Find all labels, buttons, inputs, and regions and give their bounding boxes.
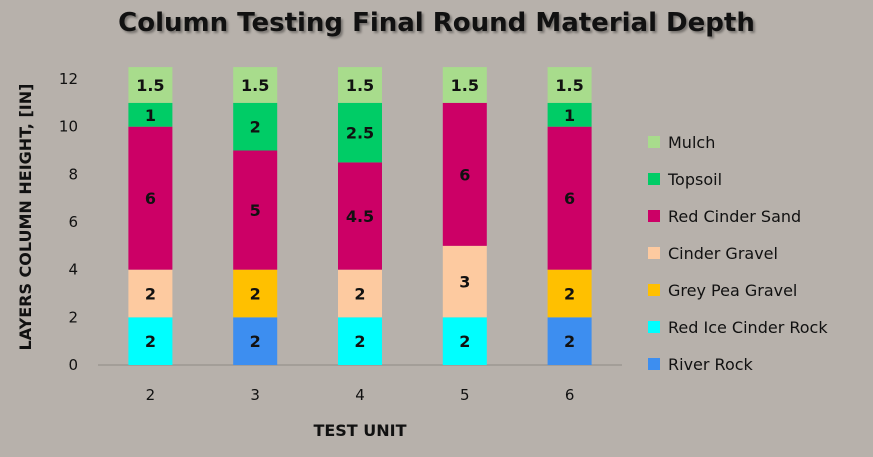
data-label: 6: [564, 189, 575, 208]
y-tick-label: 4: [68, 261, 78, 279]
data-label: 6: [459, 165, 470, 184]
data-label: 5: [250, 201, 261, 220]
bar-segment: [547, 269, 592, 318]
data-label: 1.5: [451, 76, 479, 95]
data-label: 2: [145, 332, 156, 351]
data-label: 6: [145, 189, 156, 208]
legend-swatch: [648, 210, 660, 222]
bar-segment: [128, 269, 173, 318]
data-label: 2: [250, 118, 261, 137]
bar-segment: [338, 162, 382, 270]
legend-label: Topsoil: [667, 170, 722, 189]
legend-label: Cinder Gravel: [668, 244, 778, 263]
bar-segment: [547, 67, 592, 103]
legend-swatch: [648, 358, 660, 370]
bar-segment: [128, 67, 173, 103]
y-tick-label: 0: [68, 356, 78, 374]
data-label: 2: [354, 285, 365, 304]
data-label: 2.5: [346, 124, 374, 143]
bar-segment: [547, 102, 592, 127]
data-label: 4.5: [346, 207, 374, 226]
x-axis-title: TEST UNIT: [313, 421, 406, 440]
data-label: 2: [250, 285, 261, 304]
y-tick-label: 12: [59, 70, 78, 88]
data-label: 2: [564, 332, 575, 351]
chart-title: Column Testing Final Round Material Dept…: [118, 8, 755, 38]
legend-label: Mulch: [668, 133, 715, 152]
bar-segment: [128, 102, 173, 127]
y-tick-label: 8: [68, 165, 78, 183]
data-label: 1.5: [241, 76, 269, 95]
x-tick-label: 2: [146, 386, 156, 404]
legend-label: Grey Pea Gravel: [668, 281, 797, 300]
bar-segment: [233, 67, 278, 103]
bar-segment: [233, 269, 278, 318]
bar-segment: [338, 317, 382, 365]
bar-segment: [442, 67, 487, 103]
bar-segment: [442, 102, 487, 246]
legend-swatch: [648, 247, 660, 259]
x-tick-label: 4: [355, 386, 365, 404]
y-tick-label: 2: [68, 308, 78, 326]
data-label: 2: [564, 285, 575, 304]
bar-segment: [547, 317, 592, 365]
bar-segment: [338, 67, 382, 103]
bar-segment: [233, 102, 278, 151]
bar-segment: [442, 317, 487, 365]
data-label: 1: [564, 106, 575, 125]
y-tick-label: 6: [68, 213, 78, 231]
legend-swatch: [648, 284, 660, 296]
legend-swatch: [648, 173, 660, 185]
data-label: 1.5: [555, 76, 583, 95]
data-label: 1: [145, 106, 156, 125]
x-tick-label: 3: [250, 386, 260, 404]
bar-segment: [233, 317, 278, 365]
bar-segment: [233, 150, 278, 270]
bar-segment: [128, 317, 173, 365]
data-label: 3: [459, 273, 470, 292]
data-label: 2: [250, 332, 261, 351]
legend-label: River Rock: [668, 355, 754, 374]
data-label: 2: [145, 285, 156, 304]
legend-swatch: [648, 136, 660, 148]
data-label: 2: [354, 332, 365, 351]
x-tick-label: 6: [565, 386, 575, 404]
data-label: 2: [459, 332, 470, 351]
bar-segment: [128, 126, 173, 270]
y-axis-title: LAYERS COLUMN HEIGHT, [IN]: [16, 84, 35, 351]
y-tick-label: 10: [59, 118, 78, 136]
bar-segment: [338, 269, 382, 318]
bar-segment: [547, 126, 592, 270]
bar-segment: [442, 245, 487, 318]
data-label: 1.5: [136, 76, 164, 95]
data-label: 1.5: [346, 76, 374, 95]
x-tick-label: 5: [460, 386, 470, 404]
legend-label: Red Ice Cinder Rock: [668, 318, 828, 337]
legend-swatch: [648, 321, 660, 333]
legend-label: Red Cinder Sand: [668, 207, 801, 226]
bar-segment: [338, 102, 382, 163]
